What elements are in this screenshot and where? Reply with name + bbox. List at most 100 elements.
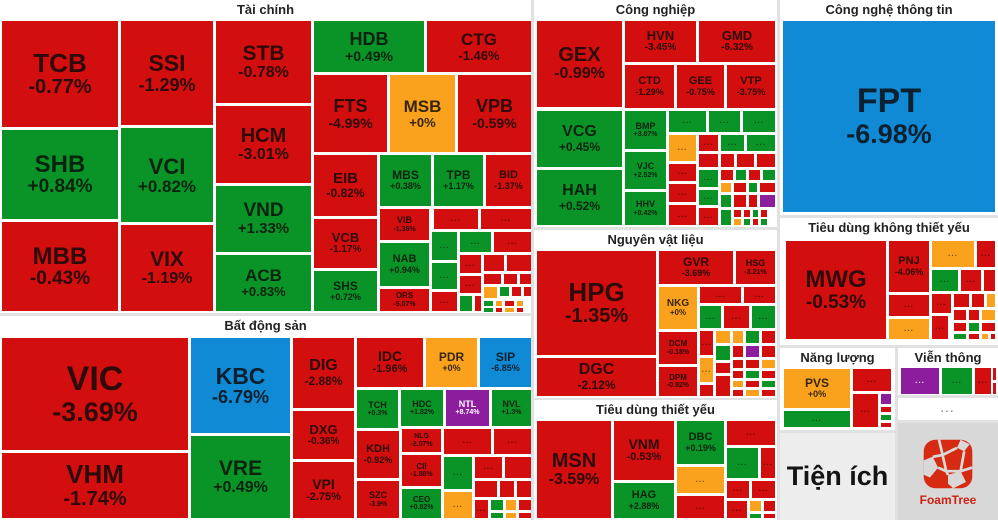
stock-tile-shb[interactable]: SHB +0.84% bbox=[2, 130, 118, 219]
more-stocks-tile[interactable]: ... bbox=[727, 501, 747, 518]
more-stocks-tile[interactable]: ... bbox=[460, 232, 491, 252]
mini-stock-tile[interactable] bbox=[517, 481, 531, 497]
mini-stock-tile[interactable] bbox=[517, 301, 523, 306]
mini-stock-tile[interactable] bbox=[746, 381, 759, 387]
mini-stock-tile[interactable] bbox=[762, 331, 775, 343]
mini-stock-tile[interactable] bbox=[520, 274, 531, 284]
mini-stock-tile[interactable] bbox=[496, 308, 502, 312]
stock-tile-vhm[interactable]: VHM -1.74% bbox=[2, 453, 188, 518]
stock-tile-vjc[interactable]: VJC +2.52% bbox=[625, 152, 666, 189]
stock-tile-hsg[interactable]: HSG -3.21% bbox=[736, 251, 775, 284]
mini-stock-tile[interactable] bbox=[991, 334, 995, 339]
stock-tile-cii[interactable]: CII -1.88% bbox=[402, 455, 441, 486]
stock-tile-idc[interactable]: IDC -1.96% bbox=[357, 338, 423, 387]
more-stocks-tile[interactable]: ... bbox=[932, 270, 958, 291]
mini-stock-tile[interactable] bbox=[699, 154, 718, 167]
stock-tile-nab[interactable]: NAB +0.94% bbox=[380, 243, 429, 286]
stock-tile-mbb[interactable]: MBB -0.43% bbox=[2, 222, 118, 311]
more-stocks-tile[interactable]: ... bbox=[699, 190, 718, 205]
mini-stock-tile[interactable] bbox=[475, 296, 481, 311]
mini-stock-tile[interactable] bbox=[954, 310, 966, 320]
stock-tile-hpg[interactable]: HPG -1.35% bbox=[537, 251, 656, 355]
stock-tile-vre[interactable]: VRE +0.49% bbox=[191, 436, 290, 518]
more-stocks-tile[interactable]: ... bbox=[700, 358, 713, 382]
more-stocks-tile[interactable]: ... bbox=[977, 241, 995, 267]
mini-stock-tile[interactable] bbox=[762, 360, 775, 368]
more-stocks-tile[interactable]: ... bbox=[699, 170, 718, 187]
stock-tile-hvn[interactable]: HVN -3.45% bbox=[625, 21, 696, 62]
mini-stock-tile[interactable] bbox=[982, 323, 995, 331]
mini-stock-tile[interactable] bbox=[716, 376, 730, 396]
mini-stock-tile[interactable] bbox=[733, 331, 743, 343]
stock-tile-kbc[interactable]: KBC -6.79% bbox=[191, 338, 290, 433]
mini-stock-tile[interactable] bbox=[734, 183, 746, 192]
stock-tile-vnd[interactable]: VND +1.33% bbox=[216, 186, 311, 252]
more-stocks-tile[interactable]: ... bbox=[727, 448, 758, 478]
stock-tile-ctg[interactable]: CTG -1.46% bbox=[427, 21, 531, 72]
mini-stock-tile[interactable] bbox=[519, 500, 531, 510]
more-stocks-tile[interactable]: ... bbox=[752, 306, 775, 328]
mini-stock-tile[interactable] bbox=[881, 423, 891, 427]
stock-tile-hah[interactable]: HAH +0.52% bbox=[537, 170, 622, 225]
mini-stock-tile[interactable] bbox=[746, 371, 759, 378]
stock-tile-dgc[interactable]: DGC -2.12% bbox=[537, 358, 656, 396]
stock-tile-gex[interactable]: GEX -0.99% bbox=[537, 21, 622, 107]
mini-stock-tile[interactable] bbox=[505, 301, 514, 306]
mini-stock-tile[interactable] bbox=[734, 210, 741, 217]
mini-stock-tile[interactable] bbox=[733, 346, 743, 357]
stock-tile-nvl[interactable]: NVL +1.3% bbox=[492, 390, 531, 426]
mini-stock-tile[interactable] bbox=[881, 415, 891, 420]
stock-tile-sip[interactable]: SIP -6.85% bbox=[480, 338, 531, 387]
mini-stock-tile[interactable] bbox=[749, 195, 757, 207]
stock-tile-ors[interactable]: ORS -5.07% bbox=[380, 289, 429, 311]
mini-stock-tile[interactable] bbox=[721, 154, 734, 167]
more-stocks-tile[interactable]: ... bbox=[669, 205, 696, 225]
mini-stock-tile[interactable] bbox=[491, 500, 503, 510]
mini-stock-tile[interactable] bbox=[506, 500, 516, 510]
more-stocks-tile[interactable]: ... bbox=[699, 208, 718, 225]
mini-stock-tile[interactable] bbox=[746, 360, 759, 368]
mini-stock-tile[interactable] bbox=[484, 274, 501, 284]
mini-stock-tile[interactable] bbox=[753, 210, 758, 217]
mini-stock-tile[interactable] bbox=[733, 390, 743, 396]
more-stocks-tile[interactable]: ... bbox=[727, 421, 775, 445]
more-stocks-tile[interactable]: ... bbox=[669, 184, 696, 202]
stock-tile-vci[interactable]: VCI +0.82% bbox=[121, 128, 213, 222]
more-stocks-tile[interactable]: ... bbox=[752, 481, 775, 498]
stock-tile-bmp[interactable]: BMP +3.87% bbox=[625, 111, 666, 149]
more-stocks-tile[interactable]: ... bbox=[494, 232, 531, 252]
stock-tile-tch[interactable]: TCH +0.3% bbox=[357, 390, 398, 428]
mini-stock-tile[interactable] bbox=[969, 310, 979, 320]
stock-tile-msb[interactable]: MSB +0% bbox=[390, 75, 455, 152]
stock-tile-gvr[interactable]: GVR -3.69% bbox=[659, 251, 733, 284]
more-stocks-tile[interactable]: ... bbox=[932, 241, 974, 267]
stock-tile-fpt[interactable]: FPT -6.98% bbox=[783, 21, 995, 212]
more-stocks-tile[interactable]: ... bbox=[432, 232, 457, 260]
mini-stock-tile[interactable] bbox=[760, 183, 775, 192]
mini-stock-tile[interactable] bbox=[982, 334, 988, 339]
stock-tile-szc[interactable]: SZC -3.9% bbox=[357, 481, 399, 518]
more-stocks-tile[interactable]: ... bbox=[932, 316, 948, 339]
more-stocks-tile[interactable]: ... bbox=[432, 292, 457, 311]
more-stocks-tile[interactable]: ... bbox=[494, 429, 531, 454]
mini-stock-tile[interactable] bbox=[982, 310, 995, 320]
mini-stock-tile[interactable] bbox=[504, 274, 517, 284]
stock-tile-nlg[interactable]: NLG -2.07% bbox=[402, 429, 441, 452]
stock-tile-vpi[interactable]: VPI -2.75% bbox=[293, 462, 354, 518]
mini-stock-tile[interactable] bbox=[744, 210, 750, 217]
more-stocks-tile[interactable]: ... bbox=[853, 369, 891, 391]
mini-stock-tile[interactable] bbox=[762, 381, 775, 387]
more-stocks-tile[interactable]: ... bbox=[460, 255, 481, 273]
telecom-more-tile[interactable]: ... bbox=[898, 398, 998, 420]
mini-stock-tile[interactable] bbox=[746, 331, 759, 343]
mini-stock-tile[interactable] bbox=[762, 390, 775, 396]
mini-stock-tile[interactable] bbox=[734, 195, 746, 207]
stock-tile-dxg[interactable]: DXG -0.36% bbox=[293, 411, 354, 459]
mini-stock-tile[interactable] bbox=[737, 154, 754, 167]
mini-stock-tile[interactable] bbox=[721, 195, 731, 207]
mini-stock-tile[interactable] bbox=[753, 219, 758, 225]
stock-tile-acb[interactable]: ACB +0.83% bbox=[216, 255, 311, 311]
more-stocks-tile[interactable]: ... bbox=[784, 411, 850, 427]
stock-tile-tcb[interactable]: TCB -0.77% bbox=[2, 21, 118, 127]
mini-stock-tile[interactable] bbox=[750, 514, 761, 518]
